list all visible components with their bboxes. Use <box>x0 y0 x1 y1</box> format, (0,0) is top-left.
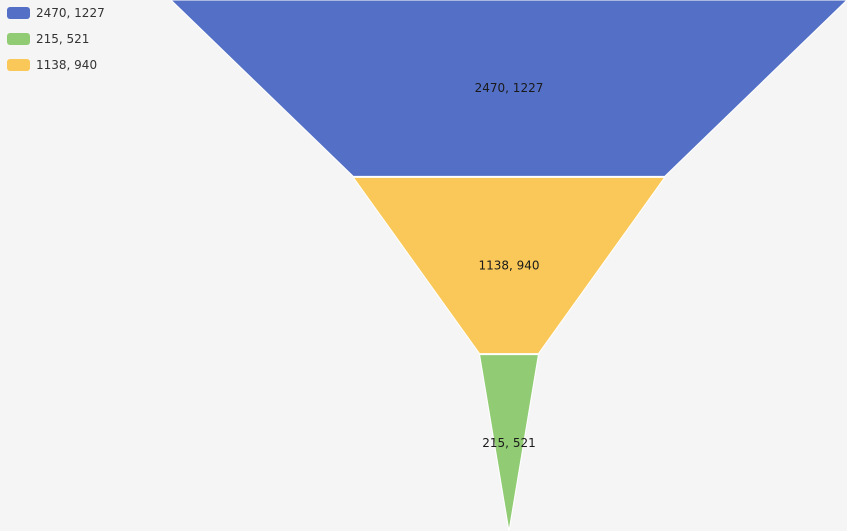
legend-label: 1138, 940 <box>36 57 98 72</box>
legend-item[interactable]: 1138, 940 <box>7 56 105 73</box>
funnel-segment[interactable] <box>352 176 666 355</box>
legend: 2470, 1227 215, 521 1138, 940 <box>7 4 105 82</box>
legend-swatch <box>7 58 30 71</box>
funnel-segment[interactable] <box>170 0 847 177</box>
legend-swatch <box>7 32 30 45</box>
funnel-segment-label: 2470, 1227 <box>475 81 544 95</box>
legend-label: 2470, 1227 <box>36 5 105 20</box>
funnel-segment-label: 215, 521 <box>482 436 535 450</box>
funnel-segment-label: 1138, 940 <box>478 259 539 273</box>
legend-item[interactable]: 2470, 1227 <box>7 4 105 21</box>
legend-item[interactable]: 215, 521 <box>7 30 105 47</box>
legend-label: 215, 521 <box>36 31 90 46</box>
funnel-segment[interactable] <box>478 354 540 531</box>
legend-swatch <box>7 6 30 19</box>
